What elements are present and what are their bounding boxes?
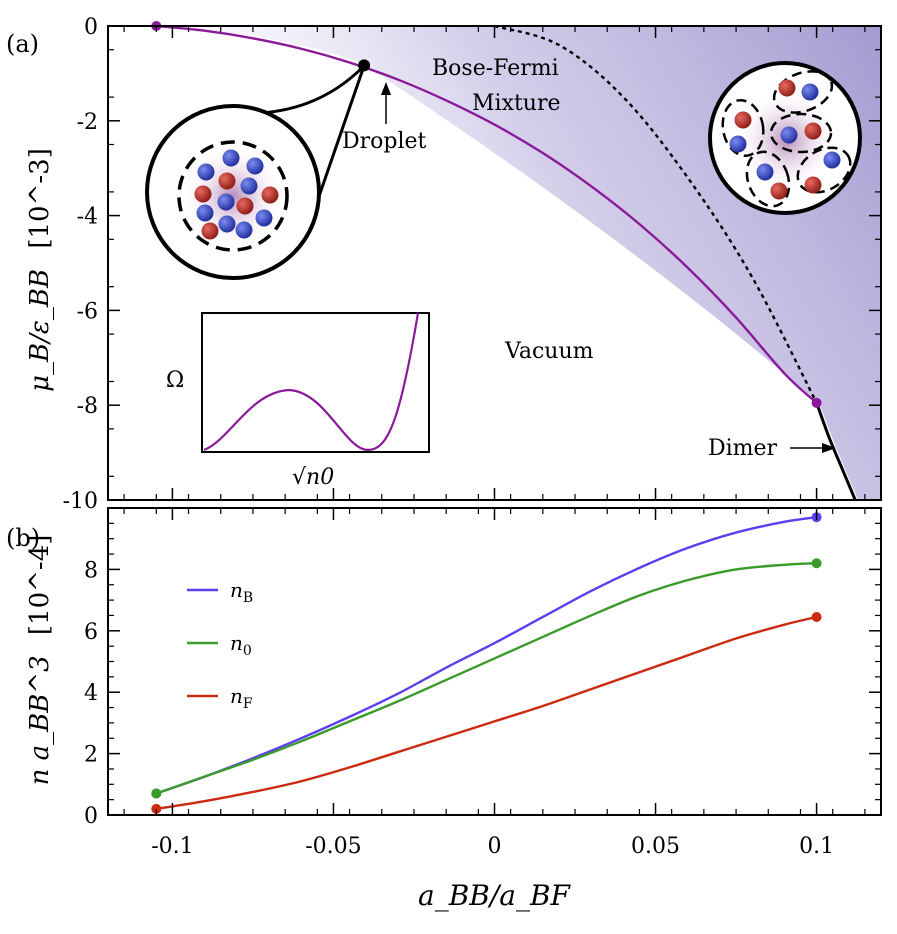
dimer-arrowhead (822, 443, 836, 453)
panel-b-ytick-label: 4 (84, 681, 98, 706)
fermion-particle (218, 172, 236, 190)
region-label-bose-fermi: Bose-Fermi (432, 56, 559, 81)
point-n_F-end (811, 611, 822, 622)
mixture-region-shading (157, 26, 881, 500)
boson-particle (218, 215, 236, 233)
panel-b-ylabel: n a_BB^3 [10^-4] (25, 535, 55, 786)
panel-a-ytick-label: -4 (77, 205, 98, 230)
fermion-particle (236, 197, 254, 215)
fermion-particle (734, 111, 752, 129)
panel-b-ytick-label: 6 (84, 620, 98, 645)
pair-ellipse (769, 112, 833, 154)
series-line-droplet-boundary (156, 26, 818, 404)
x-axis-label: a_BB/a_BF (418, 879, 572, 912)
panel-a-ylabel-unit: [10^-3] (25, 148, 55, 248)
boson-particle (246, 157, 264, 175)
boson-particle (255, 209, 273, 227)
point-end (811, 397, 822, 408)
pair-ellipse (772, 70, 834, 114)
series-line-mixture-boundary (494, 26, 818, 404)
fermion-particle (804, 176, 822, 194)
panel-a: 0 -2 -4 -6 -8 -10 (a) Bose-Fermi Mixture Vacu… (6, 15, 882, 514)
boson-particle (823, 151, 841, 169)
panel-a-ytick-label: -2 (77, 110, 98, 135)
region-label-mixture: Mixture (472, 91, 561, 116)
inset-ylabel: Ω (166, 368, 184, 393)
inset-frame (201, 312, 430, 453)
panel-b-xtick-label: -0.1 (151, 834, 193, 859)
boson-particle (197, 163, 215, 181)
region-label-vacuum: Vacuum (504, 339, 594, 364)
series-line-n_B (155, 516, 817, 795)
boson-particle (756, 163, 774, 181)
panel-b-xtick-label: -0.05 (305, 834, 361, 859)
boson-particle (729, 135, 747, 153)
panel-a-ytick-label: -8 (77, 394, 98, 419)
svg-text:n a_BB^3 [10^-4]: n a_BB^3 [10^-4] (25, 535, 55, 786)
droplet-arrowhead (381, 82, 391, 95)
panel-a-ytick-label: -6 (77, 299, 98, 324)
panel-b-xtick-label: 0.1 (799, 834, 834, 859)
boson-particle (240, 177, 258, 195)
annotation-dimer: Dimer (708, 436, 778, 461)
inset-omega: Ω √n0 (166, 312, 430, 490)
boson-particle (801, 83, 819, 101)
fermion-particle (778, 79, 796, 97)
annotation-droplet: Droplet (342, 129, 427, 154)
fermion-particle (804, 122, 822, 140)
inset-curve (203, 312, 420, 452)
pair-ellipse (721, 98, 765, 158)
boson-particle (217, 193, 235, 211)
droplet-illustration (145, 64, 366, 280)
mixture-illustration (708, 61, 862, 215)
boson-particle (235, 221, 253, 239)
panel-b-ytick-label: 0 (84, 804, 98, 829)
legend-label-F: nF (230, 684, 253, 712)
point-n_0-start (151, 788, 162, 799)
fermion-particle (194, 185, 212, 203)
series-line-n_F (156, 615, 817, 811)
series-line-n_0 (155, 562, 817, 795)
fermion-particle (770, 182, 788, 200)
panel-b-xtick-label: 0.05 (631, 834, 680, 859)
point-n_0-end (811, 558, 822, 569)
panel-b-ylabel-unit: [10^-4] (25, 535, 55, 635)
panel-a-ytick-label: 0 (84, 15, 98, 40)
boson-particle (196, 204, 214, 222)
panel-a-ytick-label: -10 (63, 489, 98, 514)
panel-b-ytick-label: 2 (84, 743, 98, 768)
droplet-dashed-circle (177, 140, 289, 252)
point-n_F-start (151, 803, 162, 814)
panel-b-xtick-label: 0 (488, 834, 502, 859)
legend-label-0: n0 (230, 631, 252, 659)
boson-particle (780, 126, 798, 144)
panel-b-ytick-label: 8 (84, 558, 98, 583)
pair-ellipse (796, 146, 852, 194)
boson-particle (222, 149, 240, 167)
svg-text:μ_B/ε_BB [10^-3]: μ_B/ε_BB [10^-3] (25, 148, 55, 392)
panel-b: -0.1 -0.05 0 0.05 0.1 0 2 4 6 8 (b) nB n0 nF n a_BB… (6, 507, 882, 912)
series-line-dimer-line (815, 402, 857, 500)
panel-a-label: (a) (6, 30, 39, 58)
inset-xlabel: √n0 (292, 465, 334, 490)
legend: nB n0 nF (187, 578, 253, 712)
panel-a-ylabel-text: μ_B/ε_BB (25, 269, 55, 392)
pair-ellipse (745, 150, 791, 208)
panel-b-label: (b) (6, 524, 40, 552)
panel-b-ylabel-text: n a_BB^3 (25, 655, 55, 785)
fermion-particle (261, 186, 279, 204)
fermion-particle (201, 222, 219, 240)
legend-label-B: nB (230, 578, 253, 606)
panel-a-ylabel: μ_B/ε_BB [10^-3] (25, 148, 55, 392)
